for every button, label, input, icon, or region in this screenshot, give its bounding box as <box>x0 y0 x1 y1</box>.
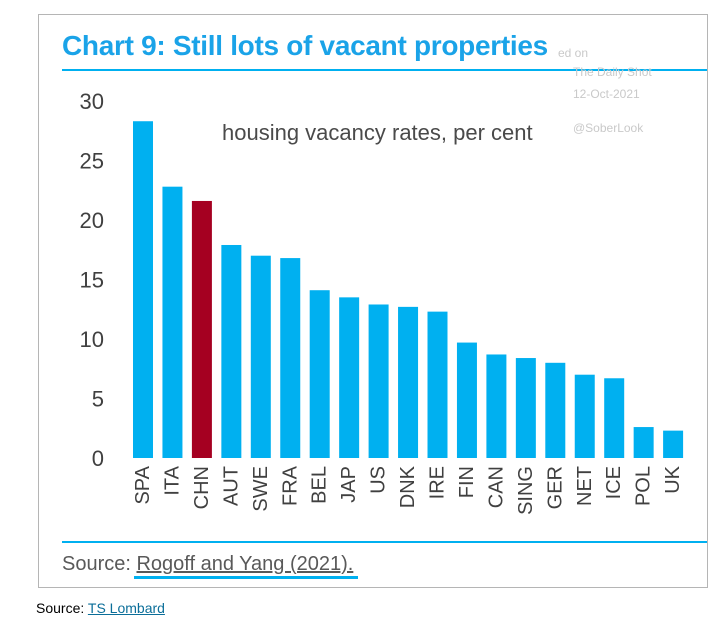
chart-subtitle: housing vacancy rates, per cent <box>222 120 533 145</box>
y-tick-label: 10 <box>80 327 104 352</box>
y-tick-label: 15 <box>80 268 104 293</box>
x-tick-label-us: US <box>368 466 390 494</box>
bar-chn <box>191 200 212 458</box>
watermark-line-3: 12-Oct-2021 <box>573 87 640 101</box>
watermark-line-2: The Daily Shot <box>573 65 652 79</box>
x-tick-label-net: NET <box>574 466 596 506</box>
x-tick-label-jap: JAP <box>338 466 360 503</box>
chart-source-citation: Rogoff and Yang (2021). <box>136 553 354 575</box>
x-axis: SPA ITA CHN AUT SWE FRA BEL JAP US DNK IRE FIN CAN SI… <box>132 465 684 515</box>
title-rule <box>62 69 707 71</box>
y-tick-label: 25 <box>80 149 104 174</box>
x-tick-label-can: CAN <box>485 466 507 508</box>
x-tick-label-ita: ITA <box>161 465 183 495</box>
x-tick-label-sing: SING <box>515 466 537 515</box>
bar-sing <box>515 358 536 458</box>
bar-bel <box>309 290 330 458</box>
bar-us <box>368 304 389 458</box>
source-rule <box>62 541 707 543</box>
source-underline <box>134 576 358 579</box>
bars <box>133 121 684 458</box>
x-tick-label-dnk: DNK <box>397 465 419 508</box>
bar-pol <box>633 427 654 458</box>
page-source: Source: TS Lombard <box>36 600 165 616</box>
x-tick-label-fra: FRA <box>279 465 301 506</box>
bar-fra <box>280 258 301 458</box>
bar-ger <box>545 362 566 458</box>
bar-swe <box>250 255 271 458</box>
chart-source: Source: Rogoff and Yang (2021). <box>62 553 353 576</box>
y-axis: 0 5 10 15 20 25 30 <box>80 89 104 471</box>
bar-ire <box>427 311 448 458</box>
x-tick-label-fin: FIN <box>456 466 478 498</box>
bar-spa <box>133 121 153 458</box>
y-tick-label: 30 <box>80 89 104 114</box>
watermark-line-1: ed on <box>558 46 589 60</box>
x-tick-label-ger: GER <box>544 466 566 509</box>
bar-ita <box>162 186 183 458</box>
x-tick-label-bel: BEL <box>309 466 331 504</box>
bar-net <box>574 374 595 458</box>
bar-can <box>486 354 507 458</box>
bar-fin <box>456 342 477 458</box>
x-tick-label-aut: AUT <box>220 466 242 506</box>
watermark-line-4: @SoberLook <box>573 121 644 135</box>
x-tick-label-ice: ICE <box>603 466 625 499</box>
bar-jap <box>339 297 360 458</box>
x-tick-label-ire: IRE <box>427 466 449 499</box>
x-tick-label-pol: POL <box>633 466 655 506</box>
bar-uk <box>663 430 684 458</box>
y-tick-label: 0 <box>92 446 104 471</box>
bar-ice <box>604 378 625 458</box>
ts-lombard-link[interactable]: TS Lombard <box>87 600 165 616</box>
y-tick-label: 5 <box>92 387 104 412</box>
bar-aut <box>221 244 242 458</box>
x-tick-label-swe: SWE <box>250 466 272 512</box>
bar-dnk <box>398 306 419 458</box>
x-tick-label-uk: UK <box>662 465 684 493</box>
x-tick-label-spa: SPA <box>132 465 154 504</box>
y-tick-label: 20 <box>80 208 104 233</box>
chart-title: Chart 9: Still lots of vacant properties <box>62 30 548 61</box>
page-source-prefix: Source: <box>36 600 88 616</box>
x-tick-label-chn: CHN <box>191 466 213 509</box>
chart-source-prefix: Source: <box>62 553 137 575</box>
